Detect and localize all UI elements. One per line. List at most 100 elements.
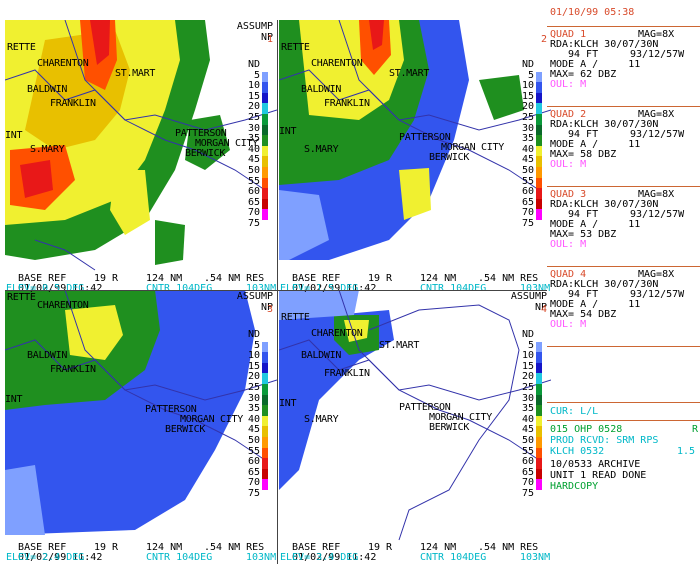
quad-info-mag: MAG=8X	[638, 189, 675, 200]
quad-3-elev: ELEV= 2.4 DEG	[6, 552, 85, 563]
quad-info-title: QUAD 3	[550, 189, 587, 200]
legend-swatch	[536, 373, 542, 384]
quad-info-max: MAX= 53 DBZ	[550, 229, 617, 240]
town-label: RETTE	[7, 292, 36, 303]
quad-4-elev: ELEV= 3.4 DEG	[280, 552, 359, 563]
legend-swatch	[536, 415, 542, 427]
town-label: INT	[279, 398, 297, 409]
legend-swatch	[536, 114, 542, 125]
town-label: ST.MART	[115, 68, 156, 79]
quad-4[interactable]: RETTE CHARENTON ST.MART BALDWIN FRANKLIN…	[279, 290, 551, 544]
legend-swatch	[262, 61, 268, 72]
town-label: PATTERSON	[399, 402, 451, 413]
legend-label: 25	[521, 112, 534, 123]
legend-swatch	[262, 145, 268, 157]
legend-swatch	[262, 177, 268, 189]
legend-label: 60	[247, 186, 260, 198]
quad-info-max: MAX= 62 DBZ	[550, 69, 617, 80]
legend-label: 50	[521, 435, 534, 446]
divider	[547, 26, 700, 27]
legend-label: 65	[521, 466, 534, 478]
legend-label: 75	[247, 488, 260, 499]
radar-image-quad-4	[279, 290, 551, 544]
legend-swatch	[536, 437, 542, 448]
legend-label: 5	[527, 339, 534, 351]
quad-info-oul: OUL: M	[550, 239, 587, 250]
legend-swatch	[262, 490, 268, 501]
legend-label: 30	[247, 392, 260, 404]
legend-label: 5	[253, 69, 260, 81]
town-label: CHARENTON	[311, 328, 363, 339]
legend-swatch	[262, 352, 268, 363]
legend-swatch	[536, 490, 542, 501]
quad-2-elev: ELEV= 1.5 DEG	[280, 283, 359, 294]
legend-label: 65	[521, 196, 534, 208]
town-label: FRANKLIN	[50, 364, 96, 375]
legend-swatch	[262, 82, 268, 93]
town-label: BERWICK	[429, 152, 470, 163]
legend-swatch	[262, 415, 268, 427]
quad-info-lon: 93/12/57W	[630, 289, 685, 300]
legend-label: 10	[247, 80, 260, 92]
town-label: MORGAN CITY	[180, 414, 243, 425]
quad-3[interactable]: RETTE CHARENTON BALDWIN FRANKLIN PATTERS…	[5, 290, 277, 544]
quad-2[interactable]: RETTE CHARENTON ST.MART BALDWIN FRANKLIN…	[279, 20, 551, 274]
legend-swatch	[262, 394, 268, 406]
town-label: S.MARY	[30, 144, 65, 155]
quad-info-rda: RDA:KLCH 30/07/30N	[550, 119, 659, 130]
quad-info-lon: 93/12/57W	[630, 129, 685, 140]
legend-label: 35	[521, 403, 534, 415]
legend-label: 45	[521, 154, 534, 166]
quad-number: 3	[266, 304, 273, 315]
legend-swatch	[262, 331, 268, 342]
quad-info-ft: 94 FT	[568, 209, 599, 220]
legend-label: 50	[247, 165, 260, 176]
quad-number: 2	[540, 34, 547, 45]
klch-status-val: 1.5	[677, 446, 696, 457]
hardcopy-button[interactable]: HARDCOPY	[550, 481, 599, 492]
town-label: S.MARY	[304, 414, 339, 425]
quad-1[interactable]: RETTE CHARENTON ST.MART BALDWIN FRANKLIN…	[5, 20, 277, 274]
legend-swatch	[262, 384, 268, 395]
legend-label: 55	[521, 445, 534, 457]
legend-label: 40	[247, 413, 260, 425]
quad-info-lon: 93/12/57W	[630, 209, 685, 220]
legend-swatch	[262, 135, 268, 146]
quad-number: 4	[540, 304, 547, 315]
legend-swatch	[262, 426, 268, 437]
town-label: BERWICK	[185, 148, 226, 159]
legend-swatch	[262, 114, 268, 125]
legend-swatch	[536, 92, 542, 104]
quad-info-mode: MODE A / 11	[550, 219, 641, 230]
quad-2-footer-2: 01/02/99 11:42 CNTR 104DEG 103NM	[292, 283, 551, 294]
quad-info-oul: OUL: M	[550, 159, 587, 170]
town-label: BALDWIN	[27, 84, 68, 95]
town-label: CHARENTON	[311, 58, 363, 69]
town-label: ST.MART	[389, 68, 430, 79]
quad-info-mode: MODE A / 11	[550, 139, 641, 150]
divider	[547, 186, 700, 187]
legend-label: 5	[527, 69, 534, 81]
legend-swatch	[536, 82, 542, 93]
quad-info-oul: OUL: M	[550, 319, 587, 330]
legend-swatch	[262, 209, 268, 220]
town-label: RETTE	[7, 42, 36, 53]
legend-label: 20	[521, 101, 534, 113]
legend-label: 35	[521, 133, 534, 145]
legend-swatch	[262, 405, 268, 416]
legend-label: 40	[247, 143, 260, 155]
cursor-status[interactable]: CUR: L/L	[550, 406, 599, 417]
legend-label: 40	[521, 143, 534, 155]
quad-1-footer-2: 01/02/99 11:42 CNTR 104DEG 103NM	[18, 283, 277, 294]
quad-info-mode: MODE A / 11	[550, 59, 641, 70]
town-label: CHARENTON	[37, 300, 89, 311]
town-label: FRANKLIN	[324, 368, 370, 379]
legend-swatch	[262, 341, 268, 353]
legend-label: 35	[247, 403, 260, 415]
legend-swatch	[262, 124, 268, 136]
town-label: BALDWIN	[301, 350, 342, 361]
legend-label: 65	[247, 196, 260, 208]
quad-info-rda: RDA:KLCH 30/07/30N	[550, 39, 659, 50]
legend-label: 30	[247, 122, 260, 134]
quad-4-footer-2: 01/02/99 11:42 CNTR 104DEG 103NM	[292, 552, 551, 563]
